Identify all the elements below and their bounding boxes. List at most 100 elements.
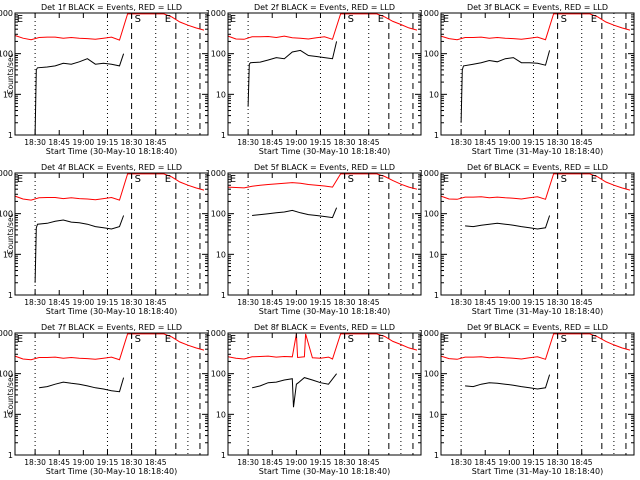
- x-tick-label: 18:30: [334, 458, 356, 467]
- phase-marker: S: [561, 14, 567, 25]
- x-axis-label: Start Time (30-May-10 18:18:40): [46, 307, 177, 316]
- y-tick-label: 100: [211, 50, 226, 59]
- panel-title: Det 9f BLACK = Events, RED = LLD: [467, 323, 608, 332]
- plot-frame: [227, 12, 422, 136]
- x-axis-label: Start Time (31-May-10 18:18:40): [472, 307, 603, 316]
- panel-title: Det 2f BLACK = Events, RED = LLD: [254, 3, 395, 12]
- x-tick-label: 18:45: [145, 138, 167, 147]
- plot-frame: [14, 12, 209, 136]
- panel-title: Det 5f BLACK = Events, RED = LLD: [254, 163, 395, 172]
- phase-marker: S: [135, 14, 141, 25]
- phase-marker: S: [135, 334, 141, 345]
- phase-marker: E: [378, 334, 384, 345]
- panel-title: Det 8f BLACK = Events, RED = LLD: [254, 323, 395, 332]
- x-tick-label: 18:45: [48, 458, 70, 467]
- x-tick-label: 19:15: [310, 298, 332, 307]
- phase-marker: E: [591, 334, 597, 345]
- x-axis-label: Start Time (30-May-10 18:18:40): [46, 147, 177, 156]
- phase-marker: E: [17, 174, 23, 185]
- x-tick-label: 18:30: [547, 298, 569, 307]
- x-tick-label: 18:45: [474, 298, 496, 307]
- phase-marker: S: [348, 14, 354, 25]
- x-tick-label: 19:00: [73, 138, 95, 147]
- x-tick-label: 18:45: [48, 298, 70, 307]
- x-tick-label: 18:45: [571, 458, 593, 467]
- y-tick-label: 10: [216, 410, 226, 419]
- x-tick-label: 19:00: [499, 298, 521, 307]
- x-tick-label: 18:30: [334, 138, 356, 147]
- events-series-line: [247, 41, 338, 107]
- x-axis-label: Start Time (31-May-10 18:18:40): [472, 147, 603, 156]
- x-tick-label: 19:00: [286, 298, 308, 307]
- panel-det-8: Det 8f BLACK = Events, RED = LLD 1 10 100 10…: [206, 323, 422, 476]
- lld-series-line: [227, 13, 418, 40]
- x-tick-label: 18:45: [358, 298, 380, 307]
- x-tick-label: 18:30: [237, 138, 259, 147]
- phase-marker: E: [230, 174, 236, 185]
- phase-marker: E: [591, 174, 597, 185]
- y-tick-label: 100: [424, 50, 439, 59]
- x-tick-label: 18:30: [450, 138, 472, 147]
- x-tick-label: 18:45: [474, 138, 496, 147]
- y-tick-label: 10: [429, 90, 439, 99]
- x-tick-label: 19:15: [97, 458, 119, 467]
- phase-marker: E: [165, 334, 171, 345]
- phase-marker: E: [591, 14, 597, 25]
- panel-title: Det 4f BLACK = Events, RED = LLD: [41, 163, 182, 172]
- x-tick-label: 19:00: [286, 458, 308, 467]
- y-tick-label: 1: [434, 131, 439, 140]
- x-tick-label: 18:30: [121, 298, 143, 307]
- events-series-line: [34, 215, 125, 283]
- y-tick-label: 100: [0, 370, 13, 379]
- y-tick-label: 100: [211, 370, 226, 379]
- x-tick-label: 18:30: [334, 298, 356, 307]
- y-tick-label: 10: [429, 250, 439, 259]
- y-tick-label: 1000: [419, 9, 439, 18]
- x-tick-label: 18:30: [121, 458, 143, 467]
- lld-series-line: [440, 173, 631, 200]
- y-tick-label: 1: [221, 451, 226, 460]
- phase-marker: E: [230, 334, 236, 345]
- x-tick-label: 18:45: [358, 138, 380, 147]
- x-tick-label: 18:45: [571, 138, 593, 147]
- panel-det-9: Det 9f BLACK = Events, RED = LLD 1 10 100 10…: [419, 323, 635, 476]
- panel-det-3: Det 3f BLACK = Events, RED = LLD 1 10 100 10…: [419, 3, 635, 156]
- x-tick-label: 18:30: [450, 298, 472, 307]
- panel-det-1: Det 1f BLACK = Events, RED = LLD 1 10 100 10…: [0, 3, 209, 156]
- lld-series-line: [14, 173, 205, 201]
- y-tick-label: 1: [434, 451, 439, 460]
- x-tick-label: 18:30: [450, 458, 472, 467]
- x-tick-label: 18:45: [145, 458, 167, 467]
- panel-title: Det 6f BLACK = Events, RED = LLD: [467, 163, 608, 172]
- y-tick-label: 1: [8, 451, 13, 460]
- y-tick-label: 1: [221, 291, 226, 300]
- x-tick-label: 18:45: [261, 138, 283, 147]
- x-tick-label: 19:15: [310, 458, 332, 467]
- y-tick-label: 1: [8, 291, 13, 300]
- phase-marker: E: [165, 174, 171, 185]
- plot-frame: [440, 332, 635, 456]
- y-tick-label: 100: [0, 210, 13, 219]
- y-tick-label: 10: [3, 250, 13, 259]
- x-tick-label: 18:30: [547, 138, 569, 147]
- y-axis-label: Counts/sec: [6, 373, 15, 414]
- phase-marker: E: [443, 174, 449, 185]
- panel-title: Det 3f BLACK = Events, RED = LLD: [467, 3, 608, 12]
- phase-marker: E: [443, 334, 449, 345]
- y-tick-label: 10: [216, 90, 226, 99]
- x-tick-label: 19:00: [73, 458, 95, 467]
- lld-series-line: [14, 13, 205, 41]
- events-series-line: [460, 50, 551, 123]
- plot-frame: [14, 332, 209, 456]
- x-tick-label: 18:30: [24, 298, 46, 307]
- y-tick-label: 1000: [206, 329, 226, 338]
- y-tick-label: 100: [211, 210, 226, 219]
- x-tick-label: 19:15: [97, 138, 119, 147]
- x-axis-label: Start Time (30-May-10 18:18:40): [259, 147, 390, 156]
- y-tick-label: 100: [424, 370, 439, 379]
- x-axis-label: Start Time (31-May-10 18:18:40): [472, 467, 603, 476]
- phase-marker: S: [348, 334, 354, 345]
- lld-series-line: [227, 173, 418, 190]
- y-tick-label: 100: [0, 50, 13, 59]
- y-tick-label: 1: [221, 131, 226, 140]
